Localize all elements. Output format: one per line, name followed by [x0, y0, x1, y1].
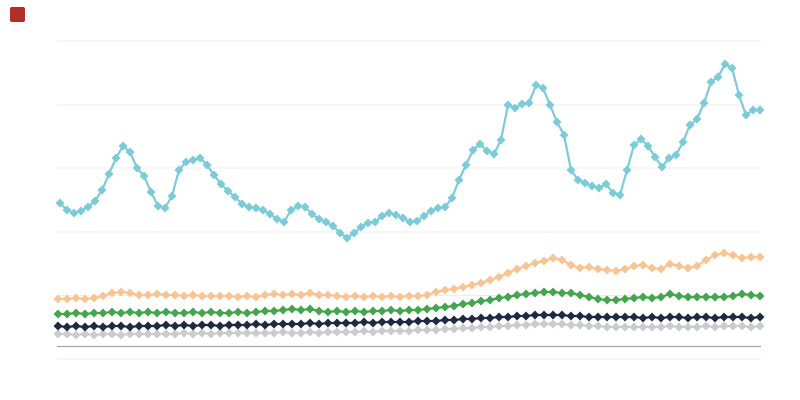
series-markers-orange — [53, 248, 765, 304]
series-gray — [53, 319, 765, 340]
series-navy — [53, 310, 765, 332]
series-markers-navy — [53, 310, 765, 332]
series-green — [53, 287, 765, 319]
series-orange — [53, 248, 765, 304]
series-markers-green — [53, 287, 765, 319]
series-markers-gray — [53, 319, 765, 340]
series-cyan — [55, 59, 765, 243]
red-square-badge — [10, 7, 25, 22]
series-markers-cyan — [55, 59, 765, 243]
